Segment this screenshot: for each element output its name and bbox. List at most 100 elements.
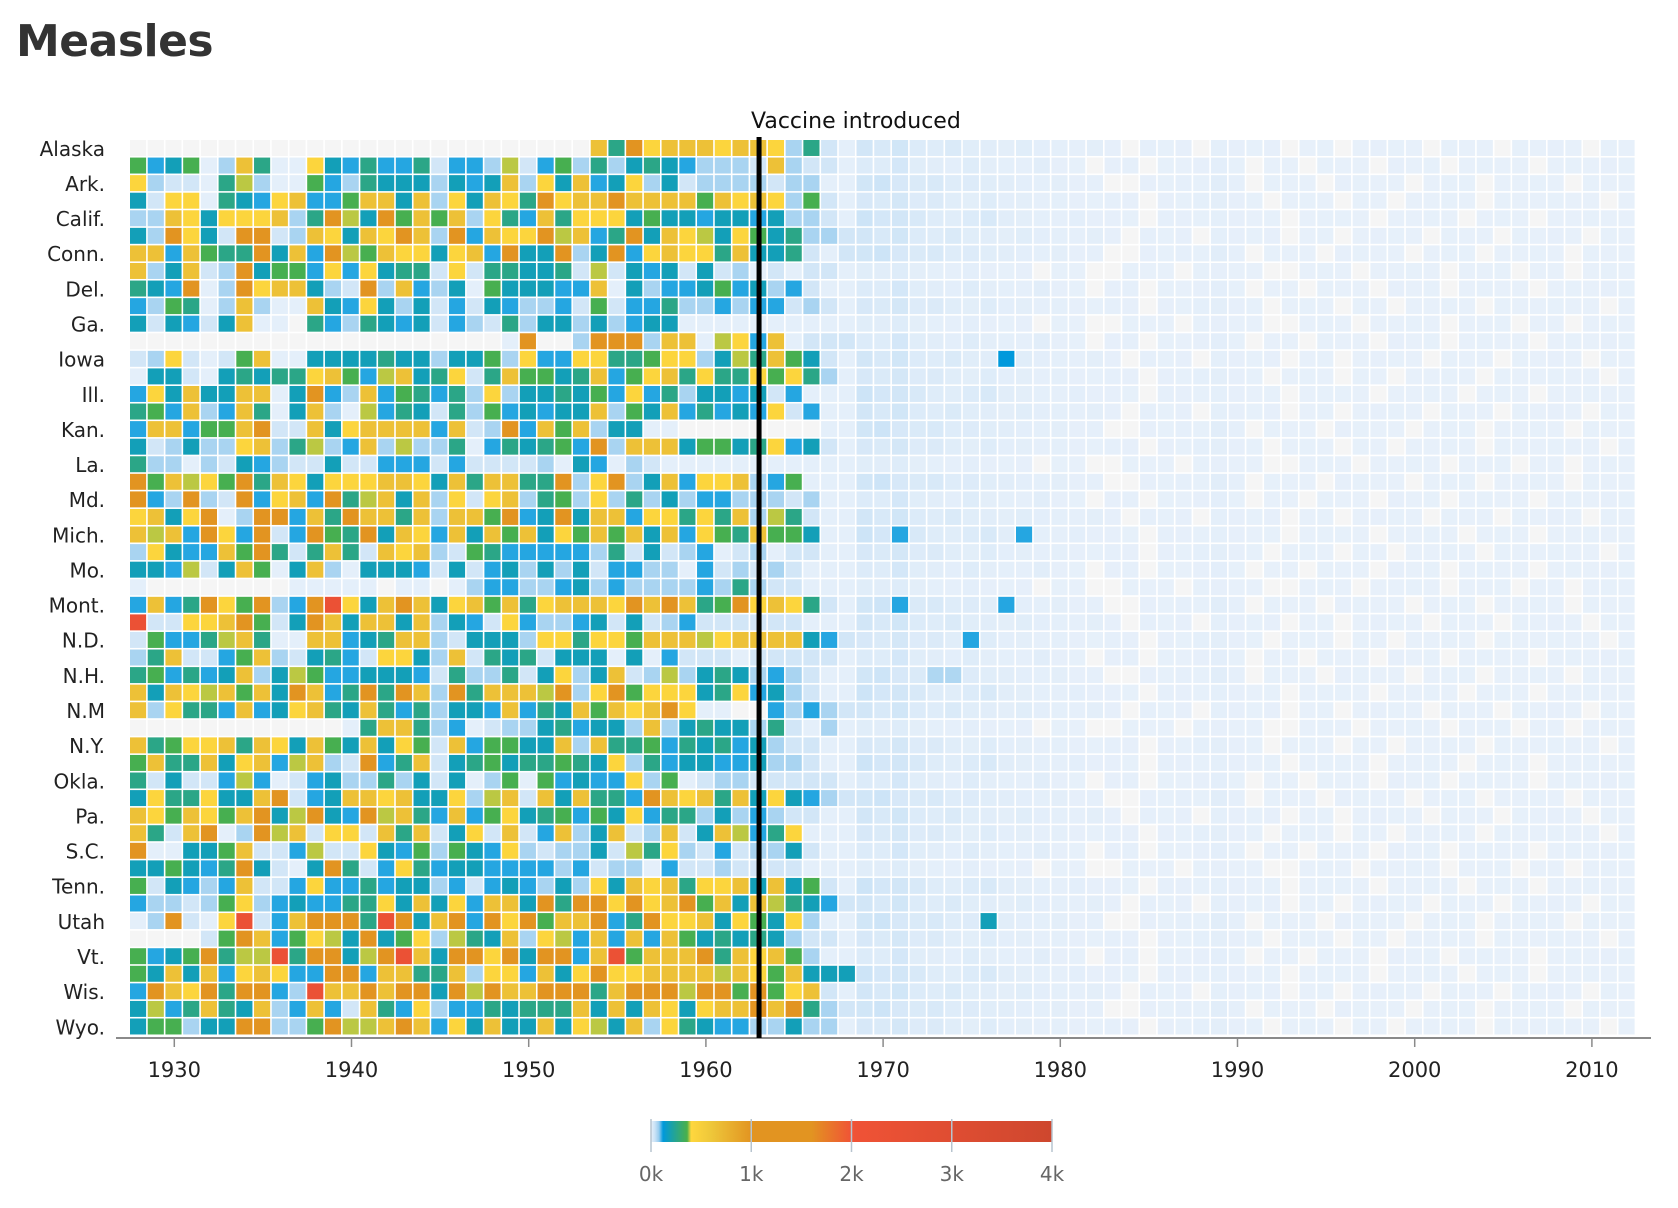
heatmap-cell — [998, 965, 1015, 982]
heatmap-cell — [962, 948, 979, 965]
heatmap-cell — [1033, 526, 1050, 543]
heatmap-cell — [714, 456, 731, 473]
heatmap-cell — [307, 1018, 324, 1035]
heatmap-cell — [1600, 280, 1617, 297]
heatmap-cell — [732, 860, 749, 877]
heatmap-cell — [927, 385, 944, 402]
heatmap-cell — [909, 140, 926, 156]
heatmap-cell — [147, 245, 164, 262]
heatmap-cell — [838, 333, 855, 350]
heatmap-cell — [643, 385, 660, 402]
heatmap-cell — [378, 175, 395, 192]
heatmap-cell — [1193, 561, 1210, 578]
heatmap-cell — [147, 702, 164, 719]
heatmap-cell — [1016, 473, 1033, 490]
heatmap-cell — [1281, 561, 1298, 578]
heatmap-cell — [891, 631, 909, 648]
heatmap-cell — [927, 772, 944, 789]
heatmap-cell — [307, 157, 324, 174]
heatmap-cell — [626, 544, 643, 561]
heatmap-cell — [1405, 175, 1422, 192]
heatmap-cell — [1193, 544, 1210, 561]
heatmap-cell — [1334, 262, 1352, 279]
heatmap-cell — [785, 350, 802, 367]
heatmap-cell — [679, 579, 696, 596]
heatmap-cell — [856, 579, 873, 596]
heatmap-cell — [431, 614, 448, 631]
heatmap-cell — [218, 719, 235, 736]
heatmap-cell — [254, 895, 271, 912]
heatmap-cell — [1618, 227, 1635, 244]
heatmap-cell — [1069, 1000, 1086, 1017]
heatmap-cell — [1494, 965, 1511, 982]
heatmap-cell — [1352, 790, 1369, 807]
heatmap-cell — [1210, 245, 1228, 262]
heatmap-cell — [998, 772, 1015, 789]
heatmap-cell — [1512, 579, 1529, 596]
heatmap-cell — [1547, 930, 1564, 947]
heatmap-cell — [927, 227, 944, 244]
heatmap-cell — [1494, 790, 1511, 807]
heatmap-cell — [803, 438, 820, 455]
heatmap-cell — [1175, 807, 1192, 824]
heatmap-cell — [573, 983, 590, 1000]
heatmap-cell — [307, 333, 324, 350]
heatmap-cell — [537, 579, 554, 596]
heatmap-cell — [1405, 350, 1422, 367]
heatmap-cell — [1281, 350, 1298, 367]
heatmap-cell — [1565, 350, 1582, 367]
heatmap-cell — [271, 210, 288, 227]
heatmap-cell — [1122, 403, 1139, 420]
heatmap-cell — [448, 491, 466, 508]
heatmap-cell — [1069, 140, 1086, 156]
heatmap-cell — [1016, 544, 1033, 561]
heatmap-cell — [1175, 561, 1192, 578]
heatmap-cell — [307, 930, 324, 947]
heatmap-cell — [1051, 667, 1068, 684]
heatmap-cell — [1618, 368, 1635, 385]
heatmap-cell — [573, 491, 590, 508]
heatmap-cell — [1264, 983, 1281, 1000]
heatmap-cell — [891, 596, 909, 613]
heatmap-cell — [431, 596, 448, 613]
heatmap-cell — [1388, 667, 1405, 684]
heatmap-cell — [945, 298, 962, 315]
heatmap-cell — [785, 807, 802, 824]
heatmap-cell — [1476, 842, 1493, 859]
heatmap-cell — [590, 596, 607, 613]
heatmap-cell — [714, 807, 731, 824]
heatmap-cell — [679, 1018, 696, 1035]
heatmap-cell — [1264, 245, 1281, 262]
heatmap-cell — [838, 298, 855, 315]
heatmap-cell — [838, 456, 855, 473]
heatmap-cell — [324, 965, 342, 982]
heatmap-cell — [165, 438, 182, 455]
heatmap-cell — [183, 965, 200, 982]
heatmap-cell — [130, 895, 147, 912]
heatmap-cell — [1459, 561, 1476, 578]
heatmap-cell — [1334, 315, 1352, 332]
heatmap-cell — [697, 385, 714, 402]
heatmap-cell — [395, 649, 412, 666]
heatmap-cell — [626, 210, 643, 227]
heatmap-cell — [502, 544, 519, 561]
heatmap-cell — [1016, 772, 1033, 789]
heatmap-cell — [1405, 315, 1422, 332]
heatmap-cell — [821, 298, 838, 315]
heatmap-cell — [767, 385, 785, 402]
heatmap-cell — [218, 913, 235, 930]
heatmap-cell — [236, 877, 253, 894]
heatmap-cell — [307, 526, 324, 543]
heatmap-cell — [1618, 930, 1635, 947]
heatmap-cell — [980, 157, 997, 174]
heatmap-cell — [891, 245, 909, 262]
heatmap-cell — [1246, 948, 1263, 965]
heatmap-cell — [1317, 245, 1334, 262]
heatmap-cell — [1494, 544, 1511, 561]
heatmap-cell — [1246, 790, 1263, 807]
heatmap-cell — [1228, 245, 1245, 262]
heatmap-cell — [289, 596, 306, 613]
heatmap-cell — [1016, 262, 1033, 279]
heatmap-cell — [1405, 333, 1422, 350]
heatmap-cell — [1476, 385, 1493, 402]
